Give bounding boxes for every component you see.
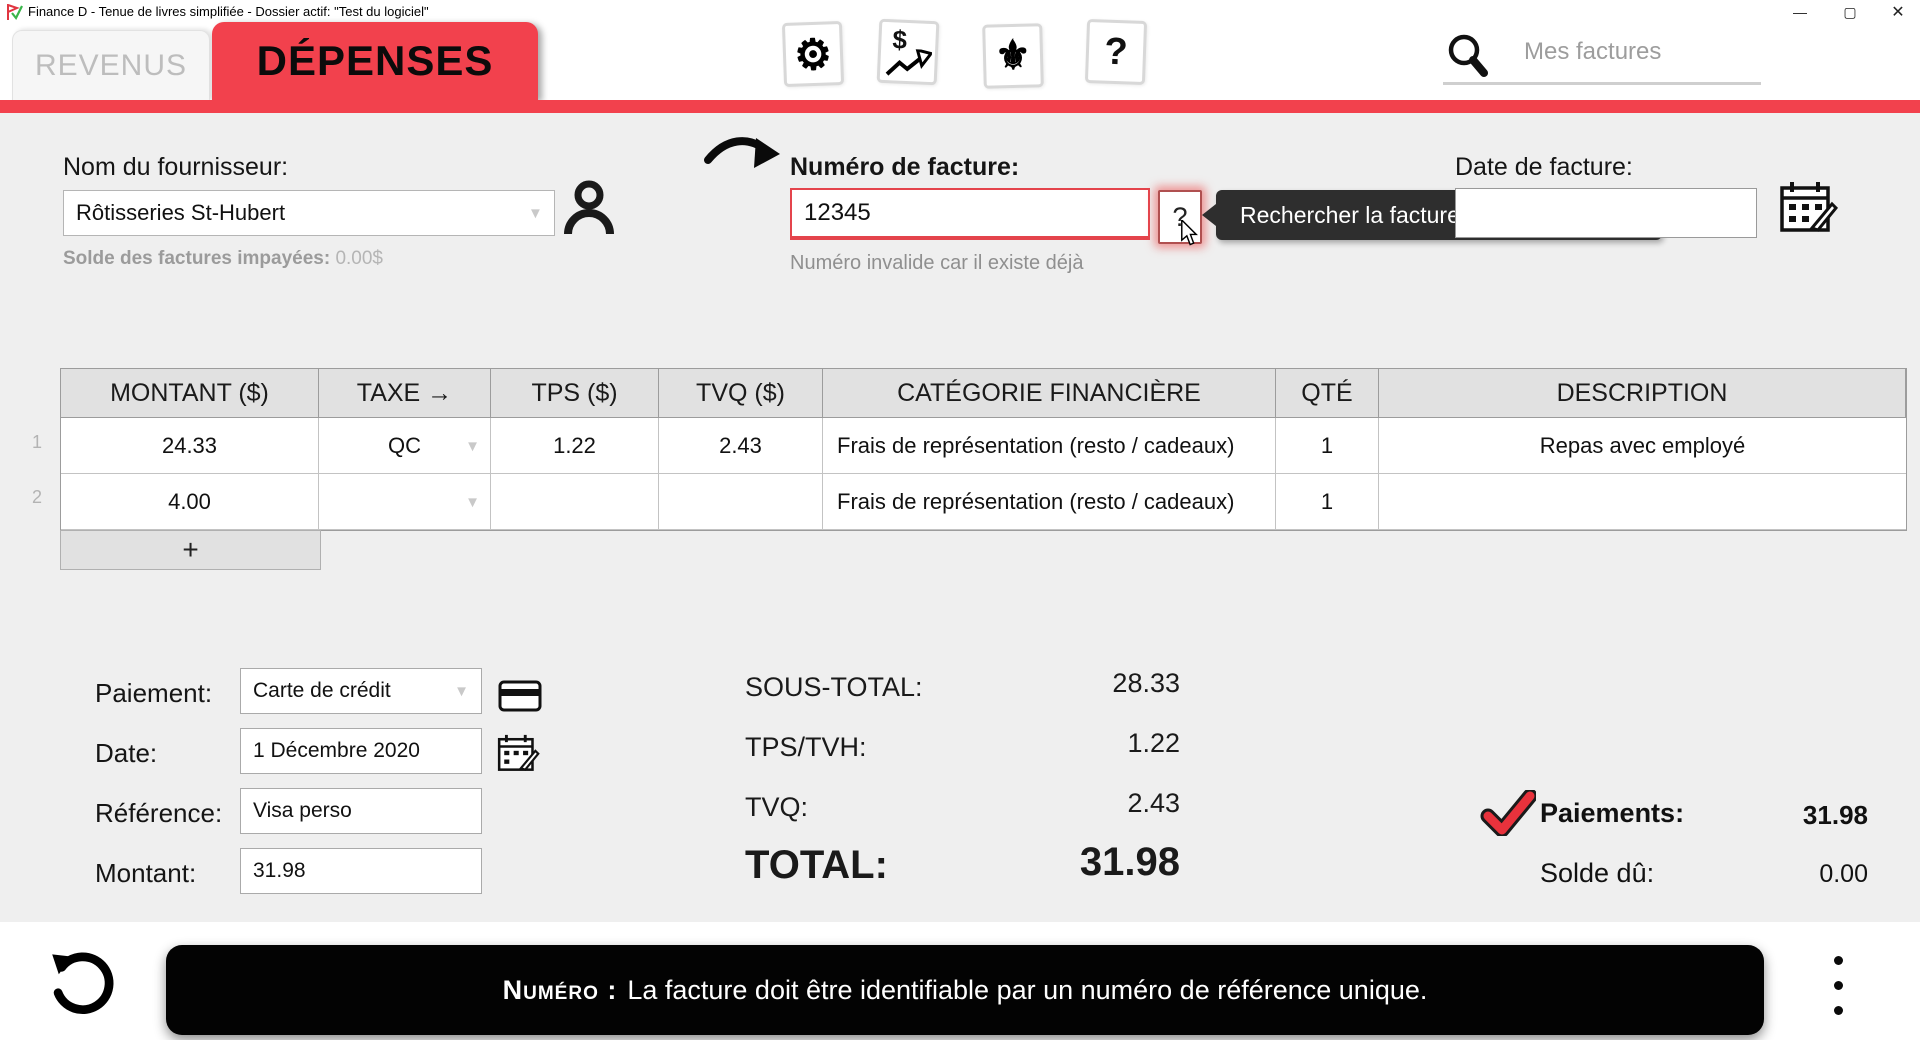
expense-table: MONTANT ($) TAXE → TPS ($) TVQ ($) CATÉG…	[60, 368, 1907, 531]
credit-card-icon	[498, 680, 542, 712]
cell-description-2[interactable]	[1379, 474, 1906, 530]
header-categorie: CATÉGORIE FINANCIÈRE	[823, 369, 1276, 418]
header-tvq: TVQ ($)	[659, 369, 823, 418]
row-number-2: 2	[31, 487, 42, 507]
balance-due-label: Solde dû:	[1540, 858, 1655, 888]
settings-button[interactable]: ⚙	[781, 20, 845, 88]
more-options-icon[interactable]	[1834, 956, 1843, 1015]
close-button[interactable]: ✕	[1891, 4, 1905, 21]
invoice-number-label: Numéro de facture:	[790, 153, 1020, 181]
cell-tvq-2[interactable]	[659, 474, 823, 530]
minimize-button[interactable]: —	[1793, 4, 1807, 20]
quebec-button[interactable]: ⚜	[982, 23, 1044, 89]
total-label: TOTAL:	[745, 843, 888, 887]
cell-montant-2[interactable]: 4.00	[61, 474, 319, 530]
search-input[interactable]: Mes factures	[1524, 38, 1662, 65]
taxe-dropdown-icon-1[interactable]: ▼	[465, 438, 480, 455]
tvq-label: TVQ:	[745, 792, 809, 822]
invoice-date-calendar-icon[interactable]	[1778, 178, 1838, 236]
cell-qte-2[interactable]: 1	[1276, 474, 1379, 530]
accent-bar	[0, 100, 1920, 113]
payment-method-value: Carte de crédit	[253, 679, 391, 702]
invoice-number-error: Numéro invalide car il existe déjà	[790, 252, 1084, 274]
balance-due-value: 0.00	[1819, 860, 1868, 888]
cell-taxe-1[interactable]: QC ▼	[319, 418, 491, 474]
header-taxe: TAXE →	[319, 369, 491, 418]
tab-depenses[interactable]: DÉPENSES	[212, 22, 538, 100]
title-bar: Finance D - Tenue de livres simplifiée -…	[0, 0, 1920, 24]
unpaid-balance: Solde des factures impayées: 0.00$	[63, 248, 383, 270]
payments-summary-label: Paiements:	[1540, 798, 1685, 828]
supplier-label: Nom du fournisseur:	[63, 153, 289, 181]
cell-taxe-2[interactable]: ▼	[319, 474, 491, 530]
cell-categorie-2[interactable]: Frais de représentation (resto / cadeaux…	[823, 474, 1276, 530]
mouse-cursor-icon	[1181, 220, 1198, 246]
hint-banner-message: La facture doit être identifiable par un…	[627, 974, 1428, 1005]
header-description: DESCRIPTION	[1379, 369, 1906, 418]
undo-icon[interactable]	[50, 950, 116, 1016]
maximize-button[interactable]: ▢	[1843, 3, 1857, 20]
cell-description-1[interactable]: Repas avec employé	[1379, 418, 1906, 474]
unpaid-balance-value: 0.00$	[335, 248, 383, 269]
annotation-arrow-icon	[704, 137, 780, 168]
payment-amount-label: Montant:	[95, 858, 197, 888]
tps-value: 1.22	[1127, 728, 1180, 758]
taxe-dropdown-icon-2[interactable]: ▼	[465, 494, 480, 511]
payment-method-label: Paiement:	[95, 678, 213, 708]
payment-date-label: Date:	[95, 738, 158, 768]
payments-summary-value: 31.98	[1802, 800, 1868, 830]
header-tps: TPS ($)	[491, 369, 659, 418]
row-number-1: 1	[31, 432, 42, 452]
supplier-input[interactable]	[63, 190, 555, 236]
total-value: 31.98	[1079, 840, 1180, 884]
subtotal-value: 28.33	[1112, 668, 1180, 698]
unpaid-balance-label: Solde des factures impayées:	[63, 248, 331, 269]
statistics-button[interactable]: $	[876, 18, 940, 86]
header-montant: MONTANT ($)	[61, 369, 319, 418]
payment-method-select[interactable]: Carte de crédit ▼	[240, 668, 482, 714]
supplier-dropdown-icon[interactable]: ▼	[528, 205, 543, 222]
invoice-date-label: Date de facture:	[1455, 153, 1633, 181]
header-qte: QTÉ	[1276, 369, 1379, 418]
payment-reference-input[interactable]	[240, 788, 482, 834]
tvq-value: 2.43	[1127, 788, 1180, 818]
cell-tvq-1[interactable]: 2.43	[659, 418, 823, 474]
supplier-person-icon[interactable]	[562, 178, 616, 236]
add-row-button[interactable]: +	[60, 530, 321, 570]
window-title: Finance D - Tenue de livres simplifiée -…	[28, 4, 429, 19]
question-icon: ?	[1103, 30, 1129, 73]
taxe-value-1: QC	[388, 432, 421, 458]
fleur-de-lis-icon: ⚜	[994, 33, 1032, 79]
paid-check-icon	[1480, 790, 1536, 836]
cell-montant-1[interactable]: 24.33	[61, 418, 319, 474]
app-logo-icon	[7, 4, 23, 21]
payment-date-calendar-icon[interactable]	[496, 732, 540, 774]
gear-icon: ⚙	[793, 29, 834, 79]
invoice-date-input[interactable]	[1455, 188, 1757, 238]
money-stats-icon: $	[883, 24, 933, 78]
payment-amount-input[interactable]	[240, 848, 482, 894]
payment-reference-label: Référence:	[95, 798, 223, 828]
search-icon[interactable]	[1446, 32, 1488, 78]
cell-categorie-1[interactable]: Frais de représentation (resto / cadeaux…	[823, 418, 1276, 474]
subtotal-label: SOUS-TOTAL:	[745, 672, 923, 702]
tps-label: TPS/TVH:	[745, 732, 867, 762]
cell-qte-1[interactable]: 1	[1276, 418, 1379, 474]
hint-banner-prefix: Numéro :	[502, 974, 618, 1005]
search-underline	[1443, 82, 1761, 85]
payment-date-input[interactable]	[240, 728, 482, 774]
invoice-number-input[interactable]	[790, 188, 1150, 240]
payment-method-dropdown-icon: ▼	[454, 682, 469, 700]
hint-banner: Numéro : La facture doit être identifiab…	[166, 945, 1764, 1035]
cell-tps-1[interactable]: 1.22	[491, 418, 659, 474]
cell-tps-2[interactable]	[491, 474, 659, 530]
help-toolbar-button[interactable]: ?	[1084, 18, 1148, 86]
tab-revenus[interactable]: REVENUS	[12, 30, 210, 101]
